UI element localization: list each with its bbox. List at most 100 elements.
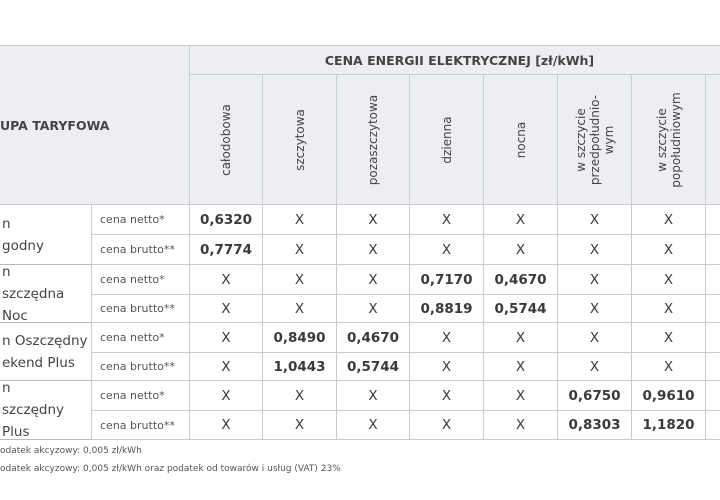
price-type: cena netto* [92, 205, 190, 235]
price-cell: X [484, 411, 558, 440]
price-cell: 0,8490 [263, 323, 337, 353]
price-cell: X [558, 265, 632, 295]
price-type: cena brutto** [92, 353, 190, 381]
column-header-line: dzienna [439, 115, 454, 164]
price-cell: 0,6750 [558, 381, 632, 411]
footnote: odatek akcyzowy: 0,005 zł/kWh [0, 446, 142, 456]
price-cell: X [337, 411, 410, 440]
group-label-line: n [2, 215, 11, 232]
price-cell: X [484, 205, 558, 235]
price-type: cena netto* [92, 381, 190, 411]
price-cell: X [484, 323, 558, 353]
price-cell: X [190, 295, 263, 323]
price-cell: X [632, 205, 706, 235]
price-cell: X [484, 353, 558, 381]
column-header: szczytowa [263, 75, 337, 205]
price-type: cena brutto** [92, 411, 190, 440]
price-cell: X [558, 295, 632, 323]
price-cell: 0,5744 [337, 353, 410, 381]
price-header: CENA ENERGII ELEKTRYCZNEJ [zł/kWh] [190, 45, 720, 75]
price-cell: X [484, 381, 558, 411]
price-cell: X [190, 265, 263, 295]
price-cell: X [410, 235, 484, 265]
price-cell: X [558, 235, 632, 265]
group-label: n szczędny Plus [0, 380, 92, 440]
price-cell: 0,4670 [337, 323, 410, 353]
group-label-line: n [2, 263, 11, 280]
column-header-text: całodobowa [219, 104, 233, 176]
price-cell: 1,0443 [263, 353, 337, 381]
price-cell: X [632, 235, 706, 265]
group-label: n Oszczędny ekend Plus [0, 323, 92, 381]
column-header-text: w szczycie popołudniowym [655, 92, 683, 187]
price-cell [706, 411, 720, 440]
price-cell: X [632, 265, 706, 295]
column-header-line: w szczycie [654, 107, 669, 172]
price-type: cena netto* [92, 323, 190, 353]
price-cell: X [558, 323, 632, 353]
column-header: w szczycie przedpołudnio-wym [558, 75, 632, 205]
group-label: n szczędna Noc [0, 264, 92, 324]
column-header-text: dzienna [440, 116, 454, 163]
price-cell: 0,6320 [190, 205, 263, 235]
column-header-line: pozaszczytowa [366, 94, 380, 185]
column-header: całodobowa [190, 75, 263, 205]
price-cell [706, 353, 720, 381]
price-cell: X [410, 353, 484, 381]
price-cell: X [263, 295, 337, 323]
column-header: w szczycie popołudniowym [632, 75, 706, 205]
price-cell [706, 381, 720, 411]
column-header-line: całodobowa [219, 103, 233, 176]
column-header: nocna [484, 75, 558, 205]
price-cell: 0,8303 [558, 411, 632, 440]
price-cell: X [632, 295, 706, 323]
price-cell: X [190, 411, 263, 440]
price-cell: 0,8819 [410, 295, 484, 323]
price-cell: X [190, 381, 263, 411]
price-cell: X [263, 411, 337, 440]
price-cell: 0,7774 [190, 235, 263, 265]
price-cell: 0,9610 [632, 381, 706, 411]
price-cell: X [410, 205, 484, 235]
price-cell: X [337, 295, 410, 323]
column-header: pozaszczytowa [337, 75, 410, 205]
price-type: cena netto* [92, 265, 190, 295]
price-cell [706, 235, 720, 265]
price-cell: X [632, 353, 706, 381]
group-label-line: n Oszczędny [2, 332, 88, 349]
footnote: odatek akcyzowy: 0,005 zł/kWh oraz podat… [0, 464, 341, 474]
column-header-text: nocna [514, 121, 528, 158]
group-label-line: godny [2, 237, 44, 254]
price-cell: X [337, 205, 410, 235]
group-label-line: szczędny Plus [2, 402, 65, 440]
group-header: UPA TARYFOWA [0, 45, 190, 205]
price-cell: X [190, 353, 263, 381]
column-header-line: wym [601, 125, 616, 154]
price-cell: X [558, 353, 632, 381]
price-cell [706, 323, 720, 353]
price-cell: X [410, 323, 484, 353]
price-cell: 0,7170 [410, 265, 484, 295]
price-cell: X [263, 235, 337, 265]
column-header-line: popołudniowym [668, 91, 683, 188]
column-header-text: szczytowa [293, 109, 307, 171]
price-cell: 0,4670 [484, 265, 558, 295]
price-cell: X [558, 205, 632, 235]
column-header-text: pozaszczytowa [366, 94, 380, 184]
price-cell: X [337, 235, 410, 265]
price-cell: X [632, 323, 706, 353]
column-header-line: w szczycie [573, 107, 588, 172]
group-label-line: szczędna Noc [2, 285, 65, 324]
price-type: cena brutto** [92, 295, 190, 323]
price-cell: 0,5744 [484, 295, 558, 323]
group-label: n godny [0, 205, 92, 265]
price-cell: X [410, 411, 484, 440]
column-header-line: szczytowa [292, 108, 307, 171]
price-cell [706, 265, 720, 295]
group-label-line: ekend Plus [2, 354, 75, 371]
price-cell [706, 295, 720, 323]
column-header-line: przedpołudnio- [587, 94, 602, 185]
price-cell: X [337, 381, 410, 411]
price-cell: 1,1820 [632, 411, 706, 440]
